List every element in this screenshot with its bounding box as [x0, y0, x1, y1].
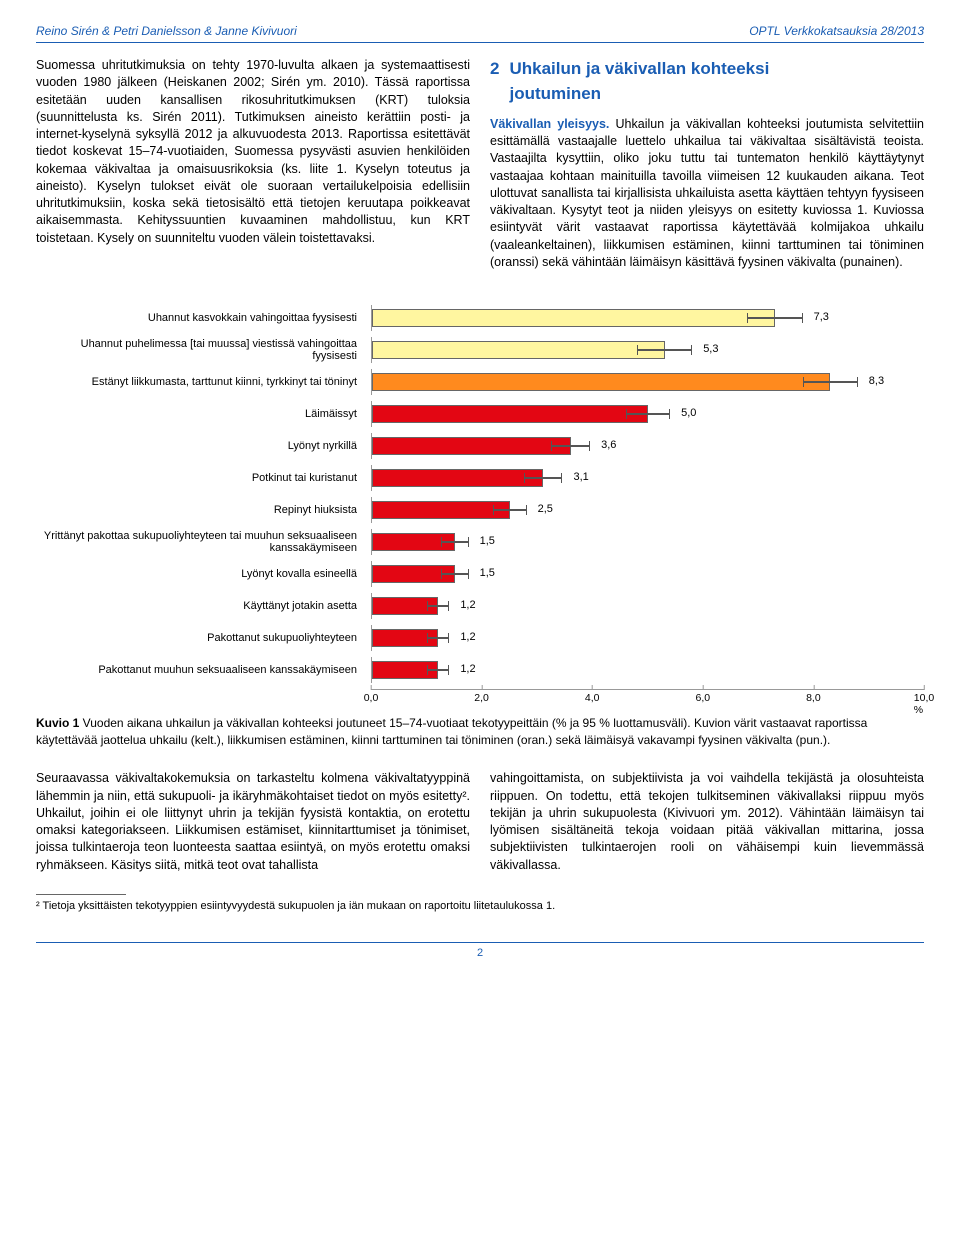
- section-title-line2: joutuminen: [509, 82, 769, 105]
- error-bar: [747, 317, 802, 319]
- bar-track: 7,3: [371, 305, 924, 331]
- error-bar: [524, 477, 563, 479]
- bar-label: Yrittänyt pakottaa sukupuoliyhteyteen ta…: [36, 530, 371, 555]
- chart-row: Käyttänyt jotakin asetta 1,2: [36, 593, 924, 619]
- error-bar: [626, 413, 670, 415]
- bar-value-label: 1,2: [460, 631, 475, 643]
- bar-value-label: 7,3: [814, 311, 829, 323]
- bar: [372, 469, 543, 487]
- bar: [372, 309, 775, 327]
- two-column-text: Suomessa uhritutkimuksia on tehty 1970-l…: [36, 57, 924, 271]
- error-bar: [441, 573, 469, 575]
- bar-track: 1,5: [371, 561, 924, 587]
- chart-row: Yrittänyt pakottaa sukupuoliyhteyteen ta…: [36, 529, 924, 555]
- bar-label: Pakottanut muuhun seksuaaliseen kanssakä…: [36, 664, 371, 677]
- bar-value-label: 5,0: [681, 407, 696, 419]
- error-bar: [803, 381, 858, 383]
- bottom-two-column: Seuraavassa väkivaltakokemuksia on tarka…: [36, 770, 924, 874]
- bar-label: Lyönyt kovalla esineellä: [36, 568, 371, 581]
- chart-row: Lyönyt nyrkillä 3,6: [36, 433, 924, 459]
- page-header: Reino Sirén & Petri Danielsson & Janne K…: [36, 24, 924, 43]
- bar-track: 1,2: [371, 625, 924, 651]
- bar-value-label: 1,5: [480, 535, 495, 547]
- bar-track: 2,5: [371, 497, 924, 523]
- bottom-left-para: Seuraavassa väkivaltakokemuksia on tarka…: [36, 770, 470, 874]
- caption-label: Kuvio 1: [36, 716, 79, 730]
- bar-label: Potkinut tai kuristanut: [36, 472, 371, 485]
- bar-value-label: 8,3: [869, 375, 884, 387]
- footnote-rule: [36, 894, 126, 895]
- error-bar: [427, 669, 449, 671]
- section-number: 2: [490, 57, 499, 114]
- page-number: 2: [36, 942, 924, 959]
- x-axis-tick: 10,0 %: [914, 690, 934, 716]
- left-column: Suomessa uhritutkimuksia on tehty 1970-l…: [36, 57, 470, 271]
- bottom-right-para: vahingoittamista, on subjektiivista ja v…: [490, 770, 924, 874]
- chart-row: Läimäissyt 5,0: [36, 401, 924, 427]
- bar-chart: Uhannut kasvokkain vahingoittaa fyysises…: [36, 305, 924, 705]
- bar-value-label: 1,2: [460, 663, 475, 675]
- right-para-body: Uhkailun ja väkivallan kohteeksi joutumi…: [490, 117, 924, 269]
- left-column-para: Suomessa uhritutkimuksia on tehty 1970-l…: [36, 57, 470, 247]
- error-bar: [441, 541, 469, 543]
- figure-caption: Kuvio 1 Vuoden aikana uhkailun ja väkiva…: [36, 715, 924, 748]
- x-axis: 0,02,04,06,08,010,0 %: [36, 689, 924, 705]
- chart-row: Uhannut kasvokkain vahingoittaa fyysises…: [36, 305, 924, 331]
- chart-row: Repinyt hiuksista 2,5: [36, 497, 924, 523]
- right-column-para: Väkivallan yleisyys. Uhkailun ja väkival…: [490, 116, 924, 271]
- x-axis-tick: 4,0: [585, 690, 600, 704]
- bar-label: Lyönyt nyrkillä: [36, 440, 371, 453]
- bar-label: Läimäissyt: [36, 408, 371, 421]
- chart-row: Lyönyt kovalla esineellä 1,5: [36, 561, 924, 587]
- section-title-line1: Uhkailun ja väkivallan kohteeksi: [509, 57, 769, 80]
- bar-value-label: 1,5: [480, 567, 495, 579]
- bar-track: 3,6: [371, 433, 924, 459]
- x-axis-tick: 8,0: [806, 690, 821, 704]
- bar-label: Uhannut kasvokkain vahingoittaa fyysises…: [36, 312, 371, 325]
- error-bar: [637, 349, 692, 351]
- bar-label: Repinyt hiuksista: [36, 504, 371, 517]
- chart-row: Pakottanut muuhun seksuaaliseen kanssakä…: [36, 657, 924, 683]
- bar-value-label: 1,2: [460, 599, 475, 611]
- chart-row: Pakottanut sukupuoliyhteyteen 1,2: [36, 625, 924, 651]
- error-bar: [493, 509, 526, 511]
- page: Reino Sirén & Petri Danielsson & Janne K…: [0, 0, 960, 979]
- right-column: 2 Uhkailun ja väkivallan kohteeksi joutu…: [490, 57, 924, 271]
- bar-track: 1,2: [371, 593, 924, 619]
- bar: [372, 501, 510, 519]
- bar-label: Uhannut puhelimessa [tai muussa] viestis…: [36, 338, 371, 363]
- bar-label: Estänyt liikkumasta, tarttunut kiinni, t…: [36, 376, 371, 389]
- bar-track: 5,0: [371, 401, 924, 427]
- header-publication: OPTL Verkkokatsauksia 28/2013: [749, 24, 924, 38]
- chart-row: Uhannut puhelimessa [tai muussa] viestis…: [36, 337, 924, 363]
- x-axis-tick: 2,0: [474, 690, 489, 704]
- x-axis-tick: 0,0: [364, 690, 379, 704]
- footnote: ² Tietoja yksittäisten tekotyyppien esii…: [36, 899, 924, 914]
- bar-track: 1,5: [371, 529, 924, 555]
- caption-text: Vuoden aikana uhkailun ja väkivallan koh…: [36, 716, 867, 747]
- bar: [372, 437, 571, 455]
- bar: [372, 373, 830, 391]
- error-bar: [551, 445, 590, 447]
- error-bar: [427, 605, 449, 607]
- bar: [372, 405, 648, 423]
- bar: [372, 341, 665, 359]
- bar-value-label: 5,3: [703, 343, 718, 355]
- bar-label: Käyttänyt jotakin asetta: [36, 600, 371, 613]
- bar-track: 5,3: [371, 337, 924, 363]
- error-bar: [427, 637, 449, 639]
- lead-phrase: Väkivallan yleisyys.: [490, 117, 609, 131]
- bar-track: 1,2: [371, 657, 924, 683]
- chart-row: Estänyt liikkumasta, tarttunut kiinni, t…: [36, 369, 924, 395]
- bar-label: Pakottanut sukupuoliyhteyteen: [36, 632, 371, 645]
- bar-value-label: 2,5: [538, 503, 553, 515]
- header-authors: Reino Sirén & Petri Danielsson & Janne K…: [36, 24, 297, 38]
- bar-value-label: 3,1: [573, 471, 588, 483]
- chart-row: Potkinut tai kuristanut 3,1: [36, 465, 924, 491]
- bar-track: 8,3: [371, 369, 924, 395]
- bar-value-label: 3,6: [601, 439, 616, 451]
- bar-track: 3,1: [371, 465, 924, 491]
- x-axis-tick: 6,0: [695, 690, 710, 704]
